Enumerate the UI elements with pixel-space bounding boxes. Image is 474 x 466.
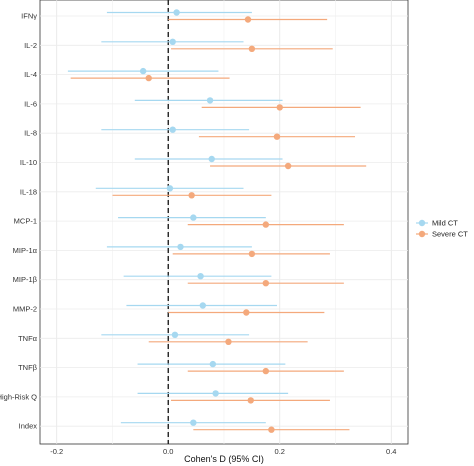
mild-ct-point	[139, 67, 147, 75]
y-tick-label: Index	[19, 422, 38, 431]
mild-ct-point	[199, 302, 207, 309]
mild-ct-point	[190, 214, 197, 221]
mild-ct-point	[169, 126, 176, 133]
legend: Mild CT Severe CT	[416, 219, 468, 239]
y-tick-label: MMP-2	[13, 305, 37, 314]
y-tick-label: IFNγ	[21, 12, 37, 21]
x-axis-label: Cohen's D (95% CI)	[184, 454, 264, 464]
mild-ct-point	[197, 273, 204, 280]
severe-ct-point	[262, 367, 270, 375]
severe-ct-point	[262, 221, 270, 228]
legend-marker-severe-ct	[418, 230, 426, 238]
legend-marker-mild-ct	[418, 219, 426, 227]
x-tick-labels: -0.2 0.0 0.2 0.4	[50, 447, 396, 456]
severe-ct-point	[247, 397, 254, 404]
mild-ct-point	[177, 243, 184, 251]
x-tick-label: 0.4	[386, 447, 396, 456]
severe-ct-point	[244, 16, 252, 23]
x-tick-label: 0.0	[163, 447, 173, 456]
y-tick-label: IL-2	[24, 41, 37, 50]
y-tick-label: TNFα	[18, 334, 38, 343]
severe-ct-point	[268, 426, 275, 433]
severe-ct-point	[262, 280, 270, 287]
mild-ct-point	[171, 331, 179, 338]
mild-ct-point	[169, 38, 176, 45]
mild-ct-point	[190, 419, 197, 426]
y-tick-label: IL-6	[24, 99, 37, 108]
mild-ct-point	[208, 155, 215, 163]
y-tick-label: IL-10	[20, 158, 37, 167]
y-tick-label: MCP-1	[14, 217, 37, 226]
severe-ct-point	[276, 104, 283, 111]
severe-ct-point	[273, 133, 281, 140]
mild-ct-point	[206, 97, 214, 104]
legend-label-severe-ct: Severe CT	[432, 230, 468, 239]
mild-ct-point	[166, 185, 174, 192]
mild-ct-point	[173, 9, 180, 16]
y-tick-label: TNFβ	[18, 363, 38, 372]
severe-ct-point	[243, 309, 250, 316]
severe-ct-point	[188, 192, 195, 199]
x-tick-label: -0.2	[50, 447, 63, 456]
legend-label-mild-ct: Mild CT	[432, 219, 458, 228]
y-tick-label: IL-4	[24, 70, 37, 79]
y-tick-label: IL-18	[20, 187, 37, 196]
mild-ct-point	[209, 360, 217, 368]
severe-ct-point	[145, 74, 152, 82]
mild-ct-point	[212, 390, 219, 397]
y-tick-label: MIP-1α	[13, 246, 38, 255]
y-tick-labels: IFNγ IL-2 IL-4 IL-6 IL-8 IL-10 IL-18 MCP-1 MIP-1…	[0, 12, 38, 431]
x-tick-label: 0.2	[275, 447, 285, 456]
severe-ct-point	[225, 338, 232, 345]
y-tick-label: MIP-1β	[13, 275, 38, 284]
severe-ct-point	[248, 45, 256, 52]
severe-ct-point	[284, 162, 292, 170]
y-tick-label: High-Risk Q	[0, 392, 37, 401]
data-marks	[67, 9, 367, 433]
y-tick-label: IL-8	[24, 129, 37, 138]
severe-ct-point	[248, 250, 256, 258]
